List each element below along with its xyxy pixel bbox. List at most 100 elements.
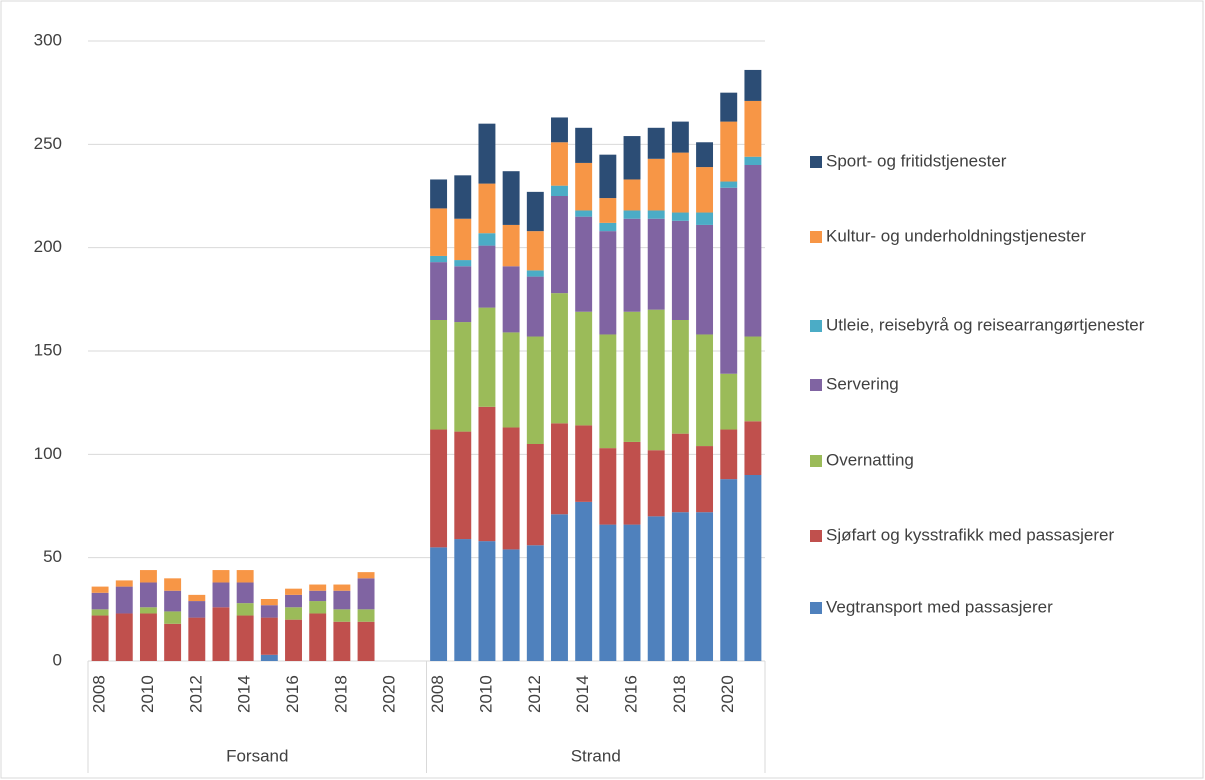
bar-segment bbox=[526, 336, 544, 444]
bar-segment bbox=[309, 601, 327, 614]
bar-segment bbox=[502, 427, 520, 550]
legend-label: Sjøfart og kysstrafikk med passasjerer bbox=[826, 525, 1114, 544]
bar-segment bbox=[696, 167, 714, 213]
bar-segment bbox=[115, 586, 133, 614]
bar-segment bbox=[671, 512, 689, 661]
bar-segment bbox=[502, 549, 520, 661]
bar-segment bbox=[671, 320, 689, 434]
x-tick-label: 2014 bbox=[235, 675, 254, 713]
bar-segment bbox=[720, 181, 738, 188]
bar-segment bbox=[551, 423, 568, 515]
bar-segment bbox=[236, 615, 254, 661]
bar-segment bbox=[551, 142, 568, 186]
bar-segment bbox=[236, 582, 254, 604]
bar-segment bbox=[647, 309, 665, 451]
x-tick-label: 2018 bbox=[670, 675, 689, 713]
bar-segment bbox=[502, 332, 520, 428]
bar-segment bbox=[502, 266, 520, 333]
bar-segment bbox=[696, 512, 714, 661]
bar-segment bbox=[551, 185, 568, 196]
bar-segment bbox=[478, 541, 496, 661]
bar-segment bbox=[164, 623, 182, 661]
bar-segment bbox=[599, 154, 617, 199]
x-tick-label: 2012 bbox=[186, 675, 205, 713]
bar-segment bbox=[139, 570, 157, 583]
bar-segment bbox=[454, 260, 472, 267]
legend-swatch bbox=[810, 530, 822, 542]
x-tick-label: 2010 bbox=[138, 675, 157, 713]
bar-segment bbox=[91, 586, 109, 593]
bar-segment bbox=[526, 545, 544, 661]
bar-segment bbox=[285, 607, 302, 620]
bar-segment bbox=[575, 216, 593, 312]
legend-label: Servering bbox=[826, 374, 899, 393]
bar-segment bbox=[551, 196, 568, 294]
bar-segment bbox=[164, 578, 182, 591]
legend-swatch bbox=[810, 156, 822, 168]
y-tick-label: 50 bbox=[43, 547, 62, 566]
bar-segment bbox=[720, 92, 738, 122]
bar-segment bbox=[744, 69, 762, 101]
bar-segment bbox=[744, 100, 762, 157]
bar-segment bbox=[575, 501, 593, 661]
bar-segment bbox=[212, 582, 230, 608]
bar-segment bbox=[647, 516, 665, 661]
bar-segment bbox=[430, 208, 448, 256]
legend-label: Vegtransport med passasjerer bbox=[826, 597, 1053, 616]
bar-segment bbox=[744, 156, 762, 165]
bar-segment bbox=[164, 590, 182, 612]
bar-segment bbox=[623, 136, 641, 180]
bar-segment bbox=[647, 127, 665, 159]
bar-segment bbox=[309, 590, 327, 602]
bar-segment bbox=[430, 255, 448, 263]
bar-segment bbox=[671, 433, 689, 513]
bar-segment bbox=[454, 431, 472, 540]
y-tick-label: 0 bbox=[53, 650, 62, 669]
bar-segment bbox=[599, 448, 617, 525]
bar-segment bbox=[285, 619, 302, 661]
bar-segment bbox=[720, 429, 738, 480]
x-tick-label: 2016 bbox=[283, 675, 302, 713]
bar-segment bbox=[91, 592, 109, 610]
bar-segment bbox=[139, 613, 157, 661]
bar-segment bbox=[551, 117, 568, 143]
bar-segment bbox=[212, 570, 230, 583]
bar-segment bbox=[551, 514, 568, 661]
bar-segment bbox=[333, 590, 351, 610]
bar-segment bbox=[260, 654, 278, 661]
bar-segment bbox=[526, 231, 544, 271]
legend-label: Overnatting bbox=[826, 450, 914, 469]
x-tick-label: 2018 bbox=[331, 675, 350, 713]
bar-segment bbox=[575, 210, 593, 217]
bar-segment bbox=[623, 179, 641, 211]
bar-segment bbox=[430, 320, 448, 430]
legend-label: Utleie, reisebyrå og reisearrangørtjenes… bbox=[826, 315, 1145, 334]
bar-segment bbox=[720, 187, 738, 374]
legend-label: Sport- og fritidstjenester bbox=[826, 151, 1007, 170]
bar-segment bbox=[623, 441, 641, 525]
bar-segment bbox=[478, 245, 496, 308]
bar-segment bbox=[744, 336, 762, 422]
y-tick-label: 300 bbox=[34, 30, 62, 49]
bar-segment bbox=[575, 127, 593, 163]
legend-swatch bbox=[810, 320, 822, 332]
bar-segment bbox=[671, 121, 689, 153]
bar-segment bbox=[647, 158, 665, 211]
x-tick-label: 2020 bbox=[718, 675, 737, 713]
bar-segment bbox=[551, 293, 568, 424]
legend-label: Kultur- og underholdningstjenester bbox=[826, 226, 1086, 245]
bar-segment bbox=[744, 475, 762, 661]
bar-segment bbox=[502, 171, 520, 225]
bar-segment bbox=[623, 524, 641, 661]
bar-segment bbox=[454, 322, 472, 432]
bar-segment bbox=[260, 605, 278, 618]
bar-segment bbox=[671, 212, 689, 221]
bar-segment bbox=[599, 231, 617, 335]
bar-segment bbox=[478, 406, 496, 542]
bar-segment bbox=[357, 621, 375, 661]
bar-segment bbox=[671, 152, 689, 213]
x-tick-label: 2014 bbox=[573, 675, 592, 713]
bar-segment bbox=[139, 582, 157, 608]
y-tick-label: 200 bbox=[34, 237, 62, 256]
bar-segment bbox=[526, 270, 544, 277]
